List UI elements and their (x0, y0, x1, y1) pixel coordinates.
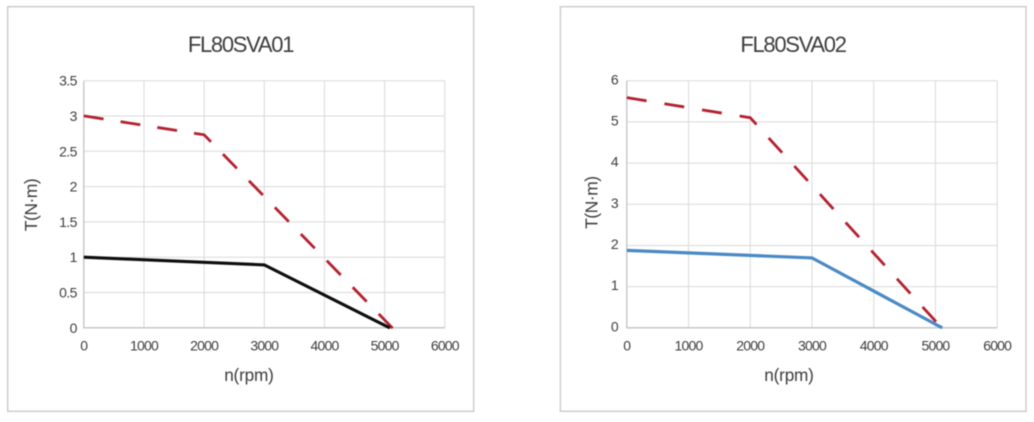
svg-text:T(N·m): T(N·m) (582, 177, 602, 229)
svg-text:2000: 2000 (736, 337, 765, 353)
svg-text:n(rpm): n(rpm) (764, 365, 813, 385)
svg-text:1: 1 (611, 277, 619, 293)
svg-text:4: 4 (611, 154, 619, 170)
svg-text:5: 5 (611, 113, 619, 129)
svg-text:0: 0 (80, 337, 88, 353)
svg-text:4000: 4000 (311, 337, 340, 353)
svg-text:3000: 3000 (250, 337, 279, 353)
svg-text:0: 0 (611, 318, 619, 334)
svg-text:1.5: 1.5 (59, 214, 77, 230)
svg-text:0: 0 (70, 320, 78, 336)
svg-text:4000: 4000 (860, 337, 889, 353)
svg-text:2: 2 (70, 179, 78, 195)
svg-text:5000: 5000 (921, 337, 950, 353)
svg-text:1000: 1000 (675, 337, 704, 353)
svg-text:T(N·m): T(N·m) (21, 179, 41, 231)
svg-text:6000: 6000 (431, 337, 460, 353)
svg-text:n(rpm): n(rpm) (224, 365, 273, 385)
svg-text:3: 3 (70, 108, 78, 124)
svg-text:6000: 6000 (983, 337, 1012, 353)
svg-text:3.5: 3.5 (59, 73, 77, 89)
svg-text:2000: 2000 (190, 337, 219, 353)
svg-text:2: 2 (611, 236, 619, 252)
svg-text:FL80SVA01: FL80SVA01 (188, 32, 294, 57)
svg-text:2.5: 2.5 (59, 143, 77, 159)
svg-text:FL80SVA02: FL80SVA02 (740, 32, 846, 57)
svg-text:1: 1 (70, 249, 78, 265)
svg-text:0: 0 (623, 337, 631, 353)
svg-text:3: 3 (611, 195, 619, 211)
svg-text:5000: 5000 (371, 337, 400, 353)
svg-text:6: 6 (611, 71, 619, 87)
svg-text:0.5: 0.5 (59, 285, 77, 301)
svg-text:1000: 1000 (130, 337, 159, 353)
svg-text:3000: 3000 (798, 337, 827, 353)
